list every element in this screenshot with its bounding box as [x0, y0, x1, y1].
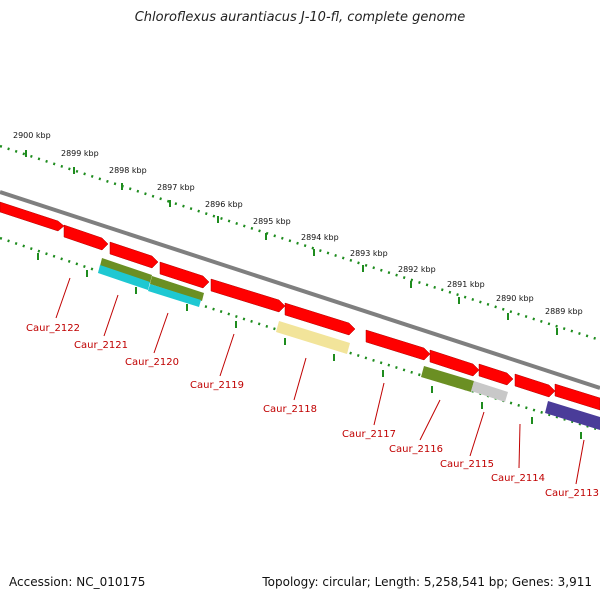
kbp-label: 2889 kbp	[545, 307, 583, 316]
gene-label: Caur_2114	[491, 473, 545, 484]
gray-feature	[471, 381, 508, 402]
lower-ruler-ticks	[37, 253, 582, 439]
kbp-label: 2895 kbp	[253, 217, 291, 226]
gene-label: Caur_2119	[190, 380, 244, 391]
genome-summary: Topology: circular; Length: 5,258,541 bp…	[262, 575, 592, 589]
olive-feature-3	[421, 366, 474, 392]
gene-caur-2122	[0, 201, 65, 232]
cyan-feature-2	[148, 284, 201, 307]
gene-label: Caur_2116	[389, 444, 443, 455]
kbp-label: 2899 kbp	[61, 149, 99, 158]
gene-caur-2113-a	[514, 373, 556, 398]
kbp-labels: 2900 kbp 2899 kbp 2898 kbp 2897 kbp 2896…	[13, 131, 583, 316]
kbp-label: 2891 kbp	[447, 280, 485, 289]
gene-label: Caur_2115	[440, 459, 494, 470]
kbp-label: 2894 kbp	[301, 233, 339, 242]
gene-caur-2113-b	[554, 383, 600, 411]
gene-label: Caur_2122	[26, 323, 80, 334]
gene-caur-2114	[478, 363, 514, 386]
gene-caur-2120	[109, 241, 159, 269]
gene-label: Caur_2117	[342, 429, 396, 440]
accession-text: Accession: NC_010175	[9, 575, 146, 589]
gene-caur-2121	[63, 224, 109, 251]
kbp-label: 2896 kbp	[205, 200, 243, 209]
gene-caur-2115	[429, 349, 480, 377]
gene-label: Caur_2121	[74, 340, 128, 351]
gene-label: Caur_2118	[263, 404, 317, 415]
gene-caur-2118	[210, 278, 286, 313]
gene-features	[0, 201, 600, 411]
genome-backbone	[0, 190, 600, 390]
lower-ruler	[0, 236, 600, 432]
gene-caur-2116	[365, 329, 431, 361]
upper-ruler-ticks	[25, 150, 558, 335]
kbp-label: 2892 kbp	[398, 265, 436, 274]
kbp-label: 2893 kbp	[350, 249, 388, 258]
kbp-label: 2897 kbp	[157, 183, 195, 192]
gene-leader-lines	[55, 277, 585, 485]
gene-label: Caur_2113	[545, 488, 599, 499]
genome-title: Chloroflexus aurantiacus J-10-fl, comple…	[134, 10, 466, 25]
cyan-feature-1	[98, 265, 150, 290]
gene-label: Caur_2120	[125, 357, 179, 368]
purple-feature	[545, 401, 600, 430]
other-features	[98, 258, 600, 430]
kbp-label: 2898 kbp	[109, 166, 147, 175]
gene-caur-2117	[284, 302, 356, 336]
kbp-label: 2890 kbp	[496, 294, 534, 303]
olive-feature-2	[150, 276, 204, 301]
olive-feature-1	[100, 258, 152, 283]
gene-caur-2119	[159, 261, 210, 289]
gene-labels: Caur_2122 Caur_2121 Caur_2120 Caur_2119 …	[26, 323, 599, 499]
kbp-label: 2900 kbp	[13, 131, 51, 140]
upper-ruler	[0, 144, 600, 342]
yellow-feature	[276, 321, 350, 354]
